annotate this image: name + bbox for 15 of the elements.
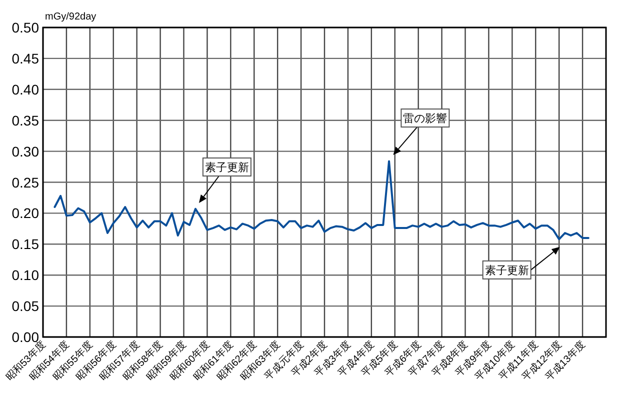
y-tick-label: 0.45 xyxy=(12,50,40,66)
y-tick-label: 0.50 xyxy=(12,20,40,36)
line-series xyxy=(54,160,590,240)
y-tick-label: 0.35 xyxy=(12,112,40,128)
y-tick-label: 0.20 xyxy=(12,205,40,222)
annotation: 素子更新 xyxy=(484,264,529,277)
y-tick-label: 0.30 xyxy=(12,143,40,160)
y-tick-label: 0.15 xyxy=(12,236,40,252)
y-tick-label: 0.40 xyxy=(12,81,40,98)
y-tick-label: 0.05 xyxy=(12,298,40,314)
annotation: 雷の影響 xyxy=(403,112,448,126)
y-tick-label: 0.10 xyxy=(12,267,40,284)
y-tick-label: 0.25 xyxy=(12,174,40,190)
annotation: 素子更新 xyxy=(204,160,249,174)
y-axis-title: mGy/92day xyxy=(45,12,96,22)
